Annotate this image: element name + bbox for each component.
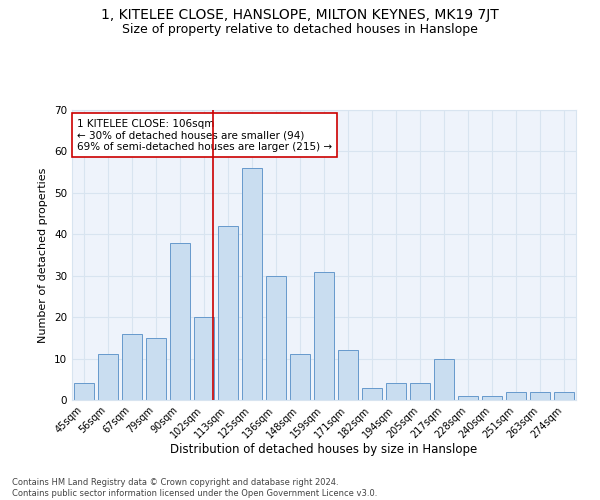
Y-axis label: Number of detached properties: Number of detached properties: [38, 168, 49, 342]
Bar: [194, 317, 214, 400]
Bar: [506, 392, 526, 400]
Bar: [74, 384, 94, 400]
Bar: [290, 354, 310, 400]
Text: 1 KITELEE CLOSE: 106sqm
← 30% of detached houses are smaller (94)
69% of semi-de: 1 KITELEE CLOSE: 106sqm ← 30% of detache…: [77, 118, 332, 152]
Bar: [554, 392, 574, 400]
Bar: [218, 226, 238, 400]
Bar: [122, 334, 142, 400]
Bar: [266, 276, 286, 400]
Bar: [170, 242, 190, 400]
Bar: [458, 396, 478, 400]
Bar: [434, 358, 454, 400]
Bar: [314, 272, 334, 400]
Bar: [98, 354, 118, 400]
Bar: [530, 392, 550, 400]
Bar: [482, 396, 502, 400]
Bar: [146, 338, 166, 400]
Bar: [242, 168, 262, 400]
Bar: [338, 350, 358, 400]
Bar: [362, 388, 382, 400]
Text: Size of property relative to detached houses in Hanslope: Size of property relative to detached ho…: [122, 22, 478, 36]
Text: Distribution of detached houses by size in Hanslope: Distribution of detached houses by size …: [170, 442, 478, 456]
Text: Contains HM Land Registry data © Crown copyright and database right 2024.
Contai: Contains HM Land Registry data © Crown c…: [12, 478, 377, 498]
Bar: [386, 384, 406, 400]
Bar: [410, 384, 430, 400]
Text: 1, KITELEE CLOSE, HANSLOPE, MILTON KEYNES, MK19 7JT: 1, KITELEE CLOSE, HANSLOPE, MILTON KEYNE…: [101, 8, 499, 22]
